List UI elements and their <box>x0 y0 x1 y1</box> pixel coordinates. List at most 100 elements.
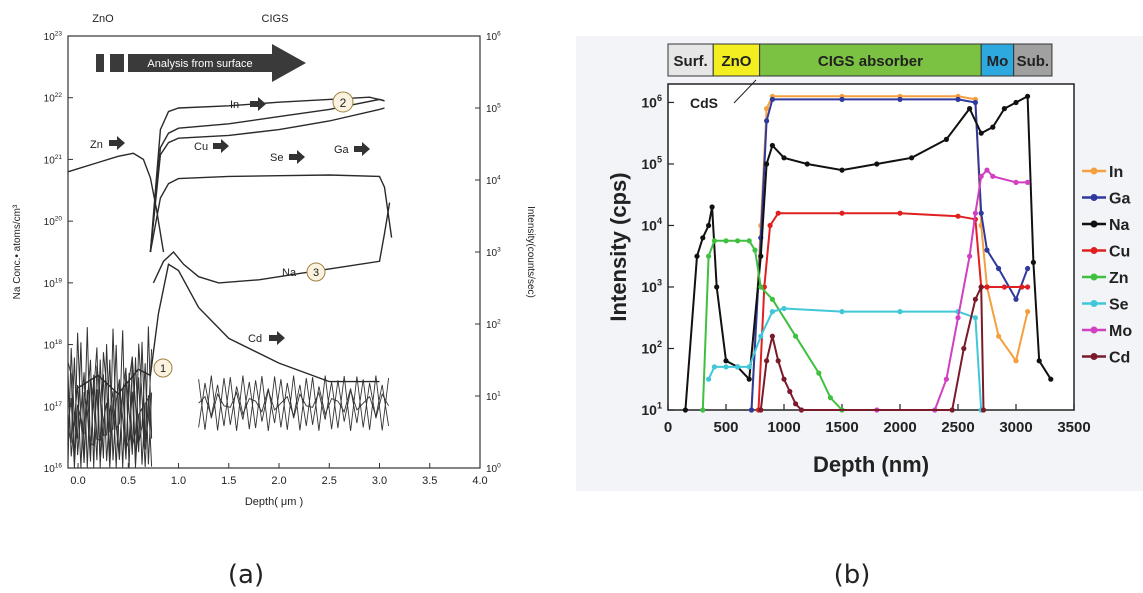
chart-b-series-se-point <box>839 309 844 314</box>
chart-b-series-cd-point <box>950 407 955 412</box>
cds-label: CdS <box>690 95 718 111</box>
chart-b-series-na-point <box>839 168 844 173</box>
layer-cigs-absorber-label: CIGS absorber <box>818 53 923 70</box>
chart-b-series-mo-point <box>1025 180 1030 185</box>
chart-a-right-tick-label: 101 <box>486 391 501 404</box>
legend-cd-label: Cd <box>1109 350 1130 367</box>
annotation-ga: Ga <box>334 144 350 156</box>
chart-b-series-ga-point <box>955 97 960 102</box>
layer-zno-label: ZnO <box>721 53 751 70</box>
chart-b-series-ga-point <box>1013 297 1018 302</box>
chart-a-right-tick-label: 105 <box>486 103 501 116</box>
chart-b-series-na-point <box>710 204 715 209</box>
chart-a-right-tick-label: 103 <box>486 247 501 260</box>
chart-b-series-cu-point <box>839 211 844 216</box>
chart-b-series-cu-point <box>984 284 989 289</box>
chart-b-series-na-point <box>1013 100 1018 105</box>
chart-a-series-in-line <box>150 97 384 252</box>
chart-b-series-mo-point <box>1013 180 1018 185</box>
legend-na-label: Na <box>1109 217 1130 234</box>
chart-a-series-na-line <box>153 203 389 283</box>
chart-b-series-mo-point <box>944 377 949 382</box>
chart-b-series-se-point <box>897 309 902 314</box>
chart-b-series-in-point <box>1025 309 1030 314</box>
chart-b-series-cd-point <box>770 334 775 339</box>
chart-a-x-tick-label: 3.0 <box>372 475 387 487</box>
chart-a-left-tick-label: 1021 <box>44 154 63 167</box>
chart-b-series-in-point <box>1013 358 1018 363</box>
chart-b-series-zn-point <box>747 238 752 243</box>
chart-b-series-cu-point <box>1025 284 1030 289</box>
chart-b-series-na-point <box>781 155 786 160</box>
chart-a: 0.0 0.5 1.0 1.5 2.0 2.5 3.0 3.5 4.0 1016 1017 1018 1… <box>12 13 536 508</box>
chart-b-series-na-point <box>758 254 763 259</box>
chart-b-series-na-point <box>805 161 810 166</box>
chart-a-left-tick-label: 1020 <box>44 216 63 229</box>
chart-a-x-tick-label: 0.0 <box>70 475 85 487</box>
chart-b-series-se-point <box>723 364 728 369</box>
chart-b-series-zn-point <box>752 248 757 253</box>
legend-se-marker <box>1091 300 1098 307</box>
chart-a-left-tick-label: 1022 <box>44 92 63 105</box>
series-annotations-a: In Cu Se Ga Zn Na Cd <box>90 97 370 345</box>
legend-in-marker <box>1091 168 1098 175</box>
layer-mo-label: Mo <box>987 53 1009 70</box>
marker-2-label: 2 <box>340 96 347 110</box>
chart-b-series-se-point <box>770 309 775 314</box>
chart-b-series-na-point <box>979 131 984 136</box>
chart-b-series-ga-point <box>973 100 978 105</box>
chart-b-series-cd-point <box>979 284 984 289</box>
chart-b-series-se-point <box>781 306 786 311</box>
chart-b-series-ga-point <box>749 407 754 412</box>
chart-b-series-zn-point <box>706 254 711 259</box>
chart-b-series-cd-point <box>758 407 763 412</box>
chart-a-x-tick-label: 1.5 <box>221 475 236 487</box>
chart-b-series-ga-point <box>979 211 984 216</box>
chart-b-x-tick-label: 500 <box>713 419 738 436</box>
chart-a-series-zn-line <box>68 153 164 252</box>
annotation-se-arrow <box>289 150 305 164</box>
chart-b-series-na-point <box>700 235 705 240</box>
chart-b-series-zn-point <box>723 238 728 243</box>
chart-b-series-zn-point <box>793 334 798 339</box>
legend-na-marker <box>1091 221 1098 228</box>
legend-zn-marker <box>1091 274 1098 281</box>
chart-b-series-cu-point <box>1002 284 1007 289</box>
chart-b-series-cd-point <box>799 407 804 412</box>
analysis-arrow: Analysis from surface <box>96 44 306 82</box>
chart-b-series-zn-point <box>700 407 705 412</box>
legend-se-label: Se <box>1109 297 1129 314</box>
chart-a-left-tick-label: 1017 <box>44 401 63 414</box>
chart-b-series-na-point <box>944 137 949 142</box>
annotation-se: Se <box>270 152 283 164</box>
chart-a-x-tick-label: 2.5 <box>322 475 337 487</box>
chart-b-x-label: Depth (nm) <box>813 452 929 477</box>
annotation-in: In <box>230 99 239 111</box>
chart-b-x-tick-label: 0 <box>664 419 672 436</box>
chart-b-series-ga-point <box>1025 266 1030 271</box>
chart-a-left-tick-label: 1023 <box>44 31 63 44</box>
chart-b-series-mo-point <box>973 211 978 216</box>
chart-b-series-ga-point <box>996 266 1001 271</box>
chart-a-x-tick-label: 3.5 <box>422 475 437 487</box>
chart-a-series-cd-line <box>78 264 380 394</box>
chart-b-series-mo-point <box>979 174 984 179</box>
chart-b-series-na-point <box>1031 260 1036 265</box>
chart-b-series-cd-point <box>787 389 792 394</box>
marker-1: 1 <box>154 359 172 377</box>
chart-a-x-tick-label: 0.5 <box>121 475 136 487</box>
marker-3: 3 <box>307 263 325 281</box>
chart-b-series-zn-point <box>758 284 763 289</box>
chart-b-series-cu-point <box>768 223 773 228</box>
chart-b-series-cu-point <box>955 214 960 219</box>
chart-b-series-cu-point <box>1019 284 1024 289</box>
chart-b-x-tick-label: 2500 <box>941 419 974 436</box>
chart-b-x-tick-label: 3000 <box>999 419 1032 436</box>
chart-b-series-zn-point <box>828 395 833 400</box>
chart-b-series-na-point <box>706 223 711 228</box>
chart-b-series-na-point <box>1002 106 1007 111</box>
chart-b-series-na-point <box>764 161 769 166</box>
chart-b-series-na-point <box>990 125 995 130</box>
chart-a-x-tick-label: 2.0 <box>271 475 286 487</box>
